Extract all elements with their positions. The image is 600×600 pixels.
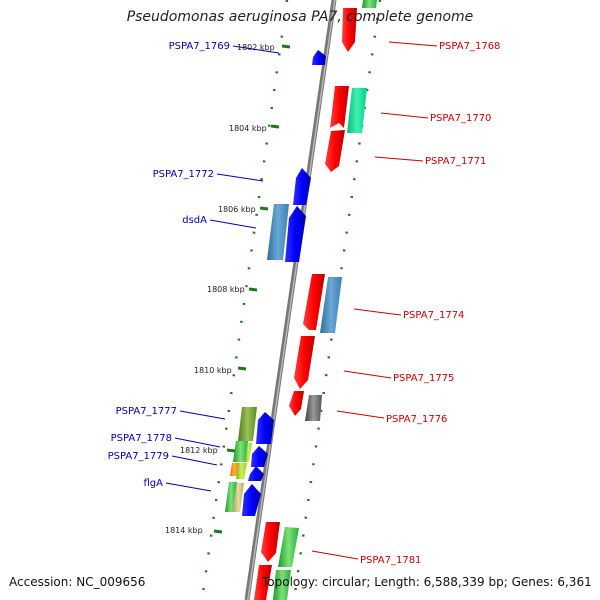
genome-backbone <box>244 0 337 600</box>
gene-arrow[interactable] <box>245 443 252 462</box>
kbp-tick-label: 1814 kbp <box>165 526 203 535</box>
gene-arrow[interactable] <box>320 277 342 333</box>
kbp-tick-label: 1812 kbp <box>180 446 218 455</box>
inner-tick-ring <box>200 0 289 600</box>
gene-arrow[interactable] <box>256 412 274 444</box>
gene-arrow[interactable] <box>347 88 367 133</box>
gene-leader-line <box>336 410 385 419</box>
gene-arrow[interactable] <box>225 482 237 512</box>
outer-tick-ring <box>292 0 382 600</box>
gene-label[interactable]: PSPA7_1768 <box>439 41 500 52</box>
gene-features <box>225 0 377 600</box>
gene-arrow[interactable] <box>230 463 239 476</box>
gene-arrow[interactable] <box>238 407 257 441</box>
gene-arrow[interactable] <box>278 527 299 567</box>
gene-leader-line <box>179 410 226 420</box>
gene-arrow[interactable] <box>342 8 357 52</box>
gene-arrow[interactable] <box>285 206 306 262</box>
kbp-tick-label: 1808 kbp <box>207 285 245 294</box>
gene-arrow[interactable] <box>294 336 315 389</box>
kbp-tick-mark <box>213 529 223 534</box>
topology-label: Topology: <box>262 575 319 589</box>
gene-leader-line <box>388 41 438 47</box>
gene-arrow[interactable] <box>233 441 248 462</box>
gene-label[interactable]: PSPA7_1781 <box>360 555 421 566</box>
gene-label[interactable]: PSPA7_1769 <box>169 41 230 52</box>
gene-arrow[interactable] <box>293 168 311 205</box>
gene-arrow[interactable] <box>312 50 326 65</box>
topology-value: circular <box>321 575 367 589</box>
gene-leader-line <box>380 112 429 119</box>
genes-value: 6,361 <box>557 575 592 589</box>
kbp-tick-mark <box>281 44 291 49</box>
gene-arrow[interactable] <box>267 204 289 260</box>
gene-arrow[interactable] <box>305 395 322 421</box>
genome-summary: Topology: circular; Length: 6,588,339 bp… <box>262 575 592 589</box>
accession-value: NC_009656 <box>76 575 146 589</box>
gene-leader-line <box>209 219 257 229</box>
gene-leader-line <box>216 173 264 182</box>
kbp-tick-mark <box>259 206 269 211</box>
gene-label[interactable]: PSPA7_1771 <box>425 156 486 167</box>
gene-arrow[interactable] <box>251 446 268 467</box>
gene-leader-line <box>311 550 359 560</box>
gene-leader-line <box>174 437 221 448</box>
gene-arrow[interactable] <box>242 484 261 516</box>
kbp-tick-mark <box>226 448 236 453</box>
gene-label[interactable]: dsdA <box>182 215 207 226</box>
kbp-tick-label: 1804 kbp <box>229 124 267 133</box>
gene-label[interactable]: PSPA7_1779 <box>108 451 169 462</box>
gene-arrow[interactable] <box>233 483 244 512</box>
map-title: Pseudomonas aeruginosa PA7, complete gen… <box>126 9 474 25</box>
gene-leader-line <box>232 45 280 54</box>
gene-arrow[interactable] <box>289 391 304 416</box>
gene-arrow[interactable] <box>254 565 272 600</box>
accession-label: Accession: <box>9 575 73 589</box>
gene-labels: PSPA7_1768 PSPA7_1770 PSPA7_1771 PSPA7_1774… <box>108 41 501 566</box>
kbp-tick-label: 1806 kbp <box>218 205 256 214</box>
gene-label[interactable]: PSPA7_1774 <box>403 310 464 321</box>
gene-leader-line <box>343 370 392 379</box>
gene-leader-line <box>374 156 424 162</box>
gene-label[interactable]: PSPA7_1772 <box>153 169 214 180</box>
kbp-tick-label: 1802 kbp <box>237 43 275 52</box>
gene-arrow[interactable] <box>236 463 247 479</box>
gene-leader-line <box>165 482 212 492</box>
gene-label[interactable]: PSPA7_1778 <box>111 433 172 444</box>
gene-label[interactable]: PSPA7_1775 <box>393 373 454 384</box>
gene-label[interactable]: PSPA7_1776 <box>386 414 447 425</box>
gene-label[interactable]: PSPA7_1770 <box>430 113 491 124</box>
gene-leader-line <box>171 455 218 466</box>
kbp-tick-label: 1810 kbp <box>194 366 232 375</box>
genes-label: Genes: <box>511 575 554 589</box>
gene-arrow[interactable] <box>261 522 280 562</box>
gene-arrow[interactable] <box>248 466 264 481</box>
length-label: Length: <box>374 575 420 589</box>
gene-arrow[interactable] <box>303 274 325 330</box>
gene-leader-line <box>353 308 402 316</box>
gene-label[interactable]: flgA <box>144 478 164 489</box>
gene-arrow[interactable] <box>273 570 291 600</box>
accession-info: Accession: NC_009656 <box>9 575 145 589</box>
gene-label[interactable]: PSPA7_1777 <box>116 406 177 417</box>
gene-arrow[interactable] <box>362 0 377 8</box>
kbp-ticks: 1802 kbp 1804 kbp 1806 kbp 1808 kbp 1810 kbp… <box>165 43 291 535</box>
kbp-tick-mark <box>270 124 280 129</box>
kbp-tick-mark <box>248 287 258 292</box>
length-value: 6,588,339 bp <box>423 575 504 589</box>
gene-arrow[interactable] <box>330 86 349 128</box>
kbp-tick-mark <box>237 366 247 371</box>
gene-arrow[interactable] <box>325 130 345 172</box>
